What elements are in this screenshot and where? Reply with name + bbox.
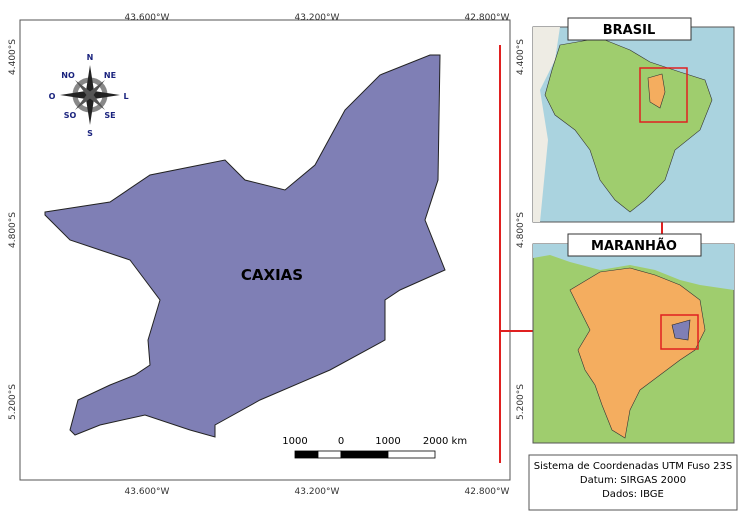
coord-label: 5.200°S [516, 384, 526, 420]
compass-label: SE [104, 111, 115, 120]
coord-label: 43.200°W [295, 13, 340, 23]
inset-title-box [567, 17, 692, 41]
info-text: Datum: SIRGAS 2000 [580, 475, 686, 486]
caxias-polygon [44, 54, 446, 438]
coord-label: 5.200°S [8, 384, 18, 420]
coord-label: 4.400°S [8, 39, 18, 75]
coord-label: 43.600°W [125, 487, 170, 497]
compass-label: NE [104, 71, 116, 80]
scale-label: 2000 km [423, 436, 467, 447]
inset-title: BRASIL [603, 23, 655, 38]
maranhao-inset [532, 243, 735, 444]
scale-bar [294, 450, 436, 459]
area-label: CAXIAS [241, 266, 303, 284]
compass-label: NO [61, 71, 75, 80]
info-box [528, 454, 738, 511]
coord-label: 4.800°S [516, 212, 526, 248]
inset-title-box [567, 233, 702, 257]
coord-label: 43.600°W [125, 13, 170, 23]
info-text: Dados: IBGE [602, 489, 664, 500]
compass-rose [60, 65, 120, 125]
coord-label: 42.800°W [465, 487, 510, 497]
scale-label: 1000 [282, 436, 307, 447]
scale-label: 1000 [375, 436, 400, 447]
compass-label: O [49, 92, 56, 101]
coord-label: 42.800°W [465, 13, 510, 23]
compass-label: S [87, 129, 93, 138]
info-text: Sistema de Coordenadas UTM Fuso 23S [534, 461, 732, 472]
inset-title: MARANHÃO [591, 238, 677, 254]
coord-label: 4.800°S [8, 212, 18, 248]
coord-label: 4.400°S [516, 39, 526, 75]
coord-label: 43.200°W [295, 487, 340, 497]
compass-label: L [123, 92, 128, 101]
compass-label: SO [64, 111, 77, 120]
scale-label: 0 [338, 436, 344, 447]
brasil-inset [532, 26, 735, 223]
compass-label: N [87, 53, 94, 62]
